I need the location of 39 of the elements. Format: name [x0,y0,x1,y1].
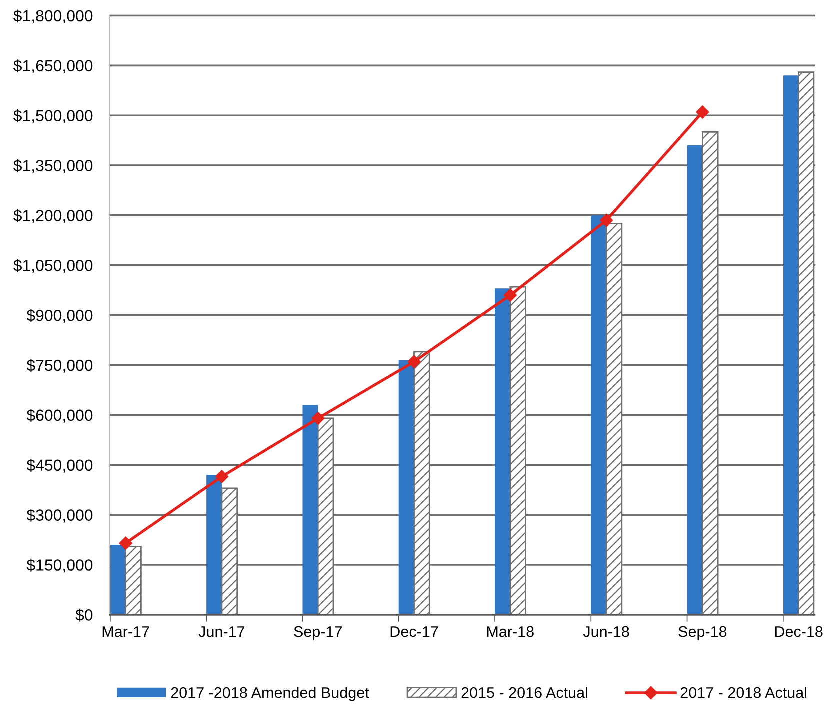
bar [687,146,703,615]
bar [302,405,318,615]
bar [591,215,607,615]
point [408,355,421,369]
x-tick-label: Dec-17 [390,626,438,638]
x-tick-label: Jun-18 [583,626,630,638]
y-tick-label: $600,000 [26,409,93,424]
bar [206,475,222,615]
point [119,536,132,550]
y-tick-label: $1,350,000 [14,159,93,174]
x-tick-label: Dec-18 [775,626,823,638]
x-tick-label: Jun-17 [198,626,245,638]
y-tick-label: $0 [76,608,93,622]
y-tick-label: $450,000 [26,459,93,473]
y-tick-label: $900,000 [26,309,93,324]
bar [398,360,414,615]
y-tick-label: $750,000 [26,359,93,374]
y-tick-label: $1,500,000 [14,110,93,124]
bar [495,288,510,615]
y-tick-label: $1,800,000 [14,10,93,24]
point [600,214,614,228]
point [312,412,325,426]
y-tick-label: $300,000 [26,509,93,523]
y-tick-label: $1,050,000 [14,259,93,274]
y-tick-label: $1,200,000 [14,209,93,224]
x-tick-label: Mar-18 [487,626,534,638]
legend-label: 2017 -2018 Amended Budget [171,687,370,702]
point [504,288,517,302]
point [696,106,710,119]
legend-label: 2017 - 2018 Actual [680,687,806,698]
point [215,470,229,484]
y-tick-label: $1,650,000 [14,60,93,74]
y-tick-label: $150,000 [26,558,93,573]
x-tick-label: Sep-18 [678,626,727,640]
bar [110,544,126,615]
x-tick-label: Mar-17 [102,626,150,638]
legend-label: 2015 - 2016 Actual [462,687,588,698]
x-tick-label: Sep-17 [294,626,342,640]
bar [783,76,799,615]
